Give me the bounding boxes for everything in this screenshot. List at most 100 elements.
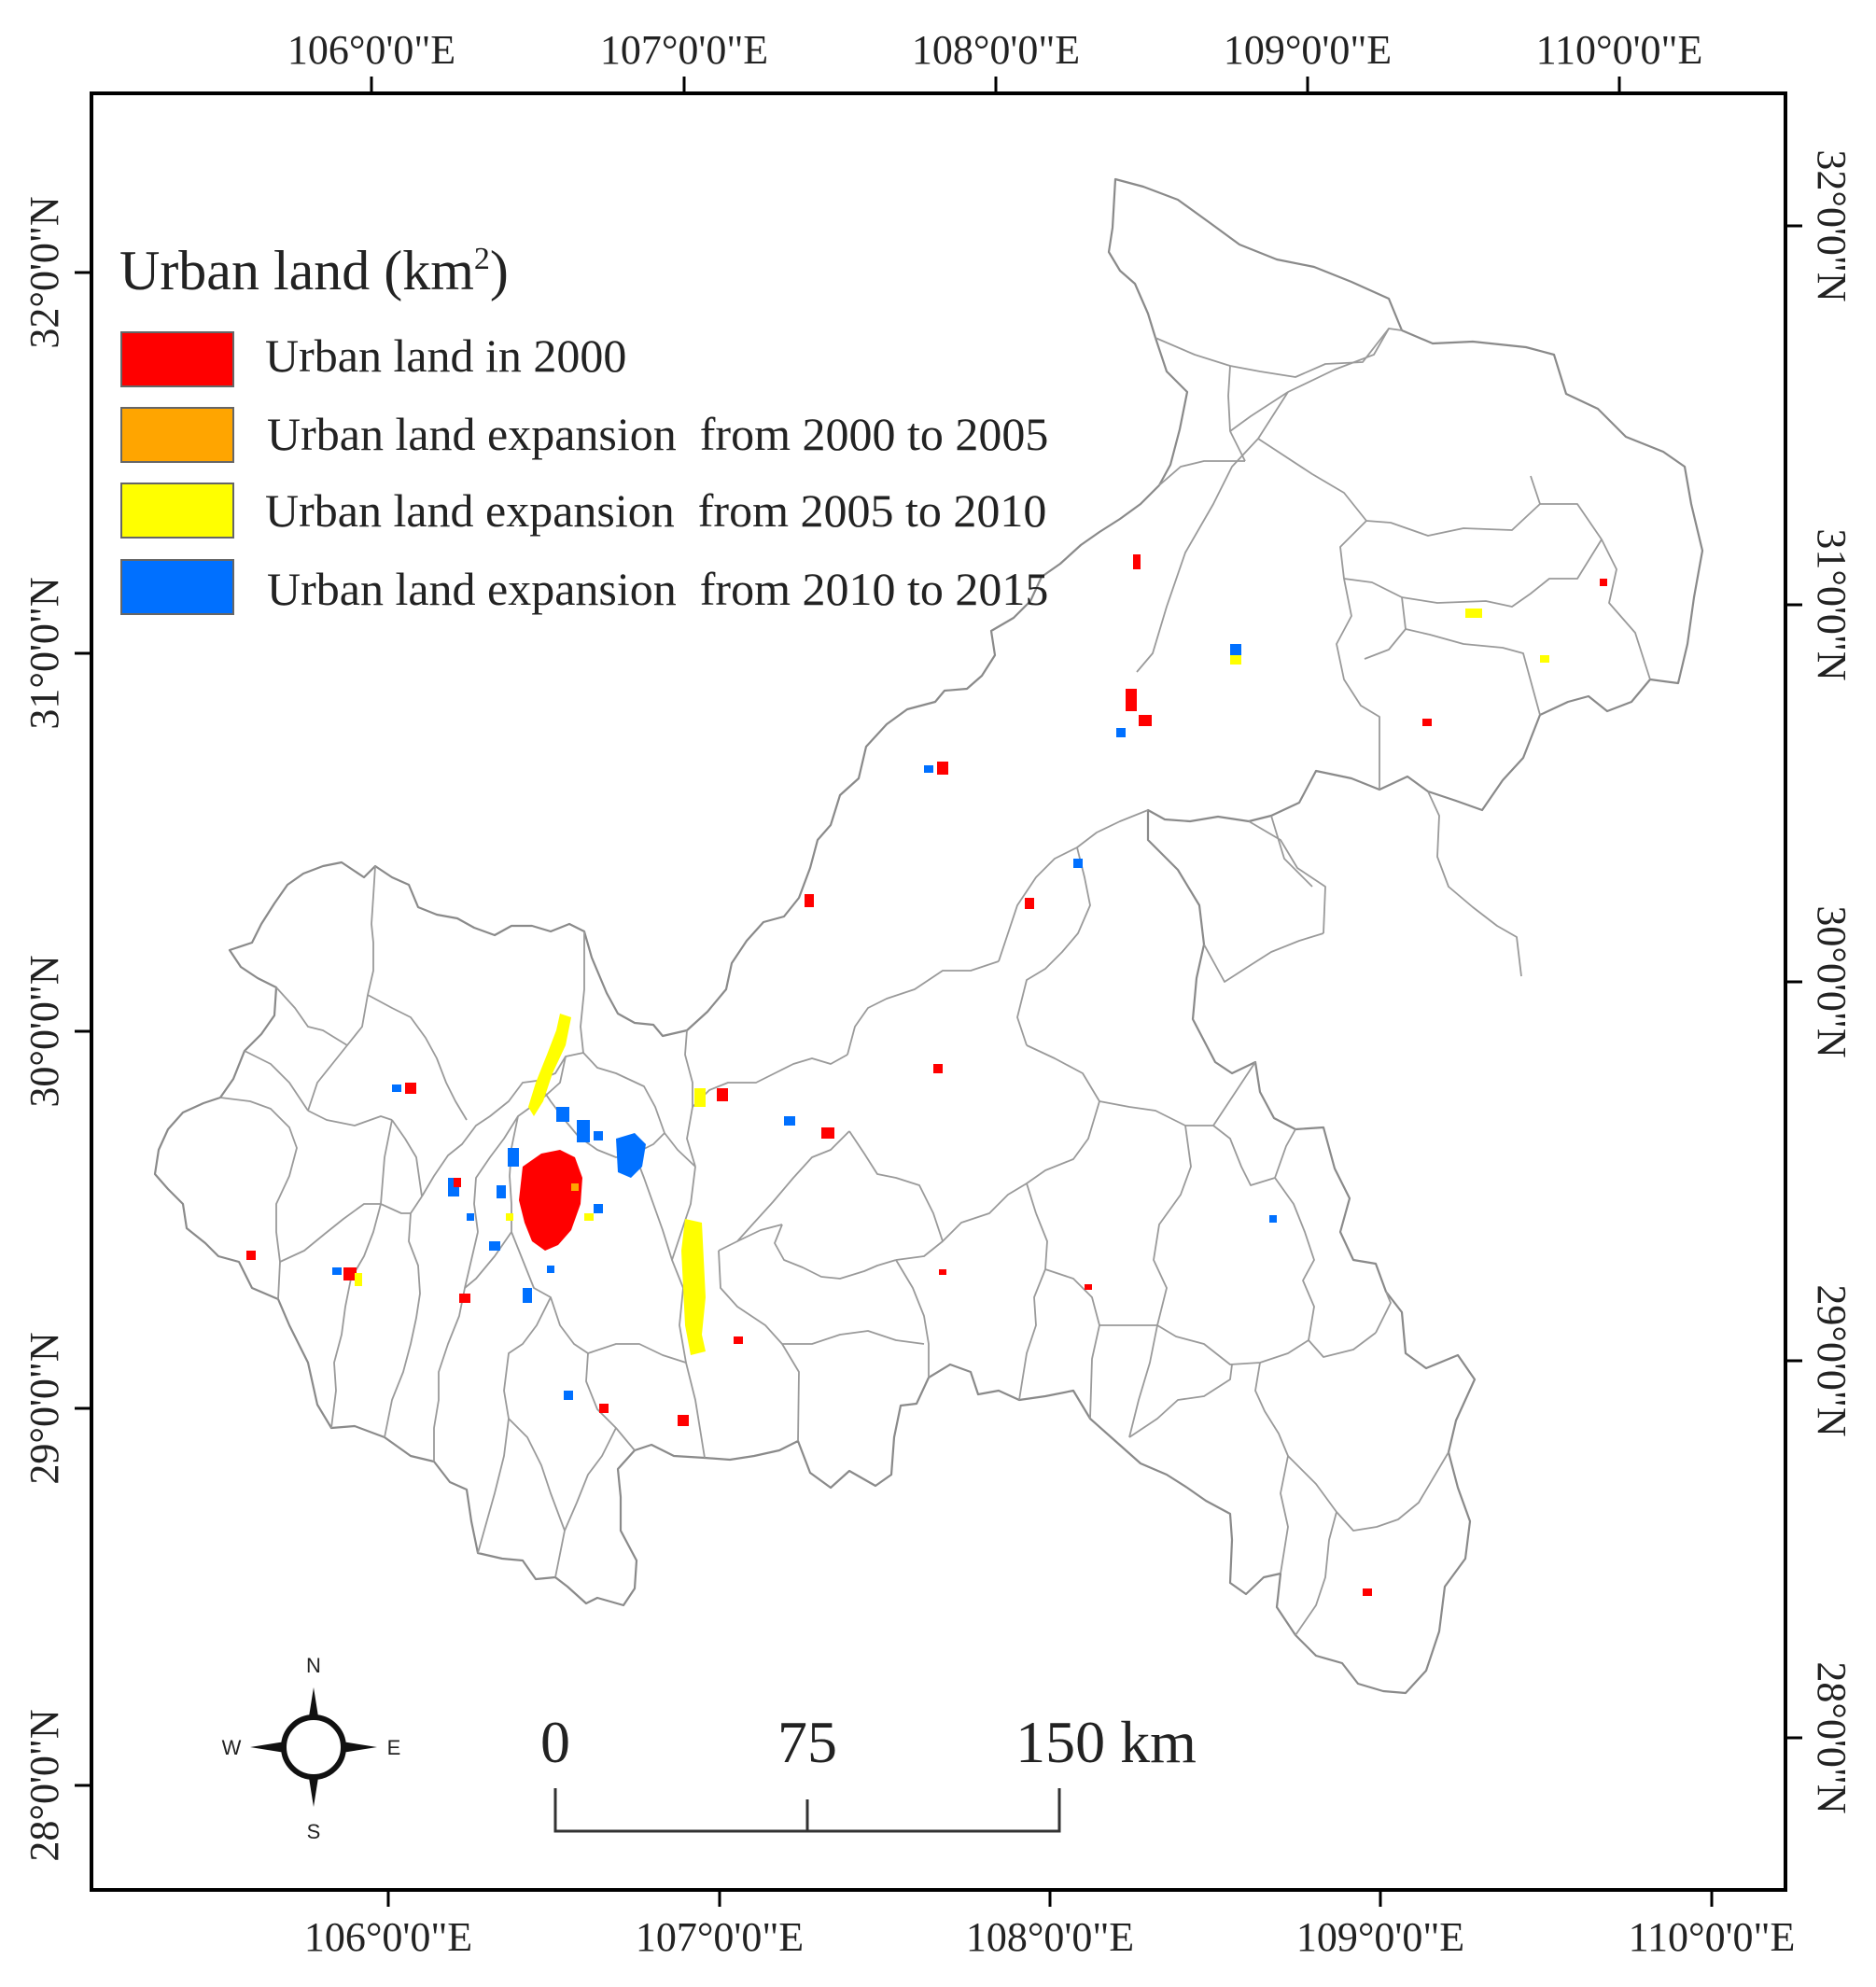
bottom-tick-label: 108°0'0"E: [966, 1914, 1134, 1960]
compass-south-label: S: [307, 1820, 321, 1843]
top-graticule-ticks: [370, 77, 1621, 93]
urban-patch-2000: [939, 1269, 946, 1275]
urban-patch-2010-2015: [594, 1131, 603, 1140]
urban-patch-2010-2015: [489, 1241, 500, 1251]
urban-patch-2000: [717, 1088, 728, 1101]
legend-label: Urban land expansion from 2000 to 2005: [267, 408, 1048, 460]
urban-patch-2010-2015: [547, 1266, 554, 1273]
left-tick-label: 32°0'0"N: [21, 196, 67, 348]
compass-north-label: N: [306, 1654, 321, 1677]
bottom-tick-label: 109°0'0"E: [1296, 1914, 1464, 1960]
bottom-tick-label: 107°0'0"E: [636, 1914, 804, 1960]
right-graticule-ticks: [1785, 224, 1802, 1740]
left-graticule-ticks: [75, 271, 91, 1787]
urban-patch-2000: [933, 1064, 943, 1073]
urban-patch-2010-2015: [924, 765, 933, 773]
bottom-tick-label: 110°0'0"E: [1629, 1914, 1796, 1960]
top-tick-label: 109°0'0"E: [1224, 27, 1392, 73]
legend-swatch-2000: [120, 331, 234, 387]
urban-patch-2000: [1363, 1588, 1372, 1596]
left-tick-label: 30°0'0"N: [21, 955, 67, 1107]
right-tick-label: 30°0'0"N: [1809, 905, 1855, 1057]
urban-patch-2000: [1085, 1284, 1092, 1290]
urban-patch-2010-2015: [784, 1116, 795, 1126]
top-tick-label: 107°0'0"E: [600, 27, 768, 73]
urban-patch-2005-2010: [1465, 609, 1482, 618]
urban-patch-2005-2010: [1540, 655, 1549, 663]
urban-patch-2000: [1139, 715, 1152, 726]
north-arrow: N S W E: [222, 1654, 401, 1843]
urban-patch-2010-2015: [1073, 859, 1083, 868]
urban-patch-2000: [821, 1127, 834, 1139]
urban-patch-2005-2010: [681, 1219, 706, 1355]
urban-patch-2010-2015: [616, 1133, 646, 1178]
urban-patch-2000: [805, 894, 814, 907]
urban-patch-2000: [734, 1336, 743, 1344]
urban-patch-2010-2015: [467, 1213, 474, 1221]
urban-patch-2000: [1600, 579, 1607, 586]
right-tick-label: 31°0'0"N: [1809, 528, 1855, 680]
urban-patch-2010-2015: [594, 1204, 603, 1213]
urban-patch-2000: [1133, 554, 1141, 569]
urban-patch-2010-2015: [523, 1288, 532, 1303]
compass-west-label: W: [222, 1736, 242, 1759]
urban-patch-2000: [343, 1267, 357, 1280]
scale-label-0: 0: [540, 1709, 570, 1775]
compass-ring-icon: [281, 1714, 346, 1780]
left-tick-label: 31°0'0"N: [21, 577, 67, 729]
urban-patch-2000: [459, 1294, 470, 1303]
urban-patch-2010-2015: [392, 1084, 401, 1092]
urban-patch-2000: [1126, 689, 1137, 711]
scale-bar: 0 75 150 km: [540, 1709, 1197, 1833]
scale-label-150: 150 km: [1015, 1709, 1197, 1775]
urban-patch-2005-2010: [584, 1213, 594, 1221]
top-tick-label: 106°0'0"E: [287, 27, 455, 73]
urban-patch-2010-2015: [564, 1391, 573, 1400]
urban-patch-2000: [246, 1251, 256, 1260]
urban-patch-2005-2010: [355, 1273, 362, 1286]
top-tick-label: 110°0'0"E: [1536, 27, 1703, 73]
urban-patch-2005-2010: [694, 1088, 706, 1107]
urban-patch-2000: [937, 762, 948, 775]
legend-label: Urban land in 2000: [265, 329, 626, 382]
urban-patch-2000: [678, 1415, 689, 1426]
legend-title: Urban land (km2): [119, 240, 509, 301]
urban-patch-2005-2010: [506, 1213, 513, 1221]
urban-patch-2005-2010: [1230, 655, 1241, 665]
urban-patches: [246, 554, 1607, 1596]
legend: Urban land (km2) Urban land in 2000 Urba…: [119, 240, 1048, 615]
urban-patch-2000: [1025, 898, 1034, 909]
urban-patch-2010-2015: [1116, 728, 1126, 737]
legend-swatch-2010-2015: [120, 559, 234, 615]
legend-label: Urban land expansion from 2005 to 2010: [265, 484, 1046, 537]
urban-patch-2000: [454, 1178, 461, 1187]
bottom-graticule-ticks: [386, 1890, 1714, 1907]
compass-east-label: E: [387, 1736, 401, 1759]
urban-patch-2010-2015: [1230, 644, 1241, 655]
urban-patch-2010-2015: [577, 1120, 590, 1142]
urban-patch-2010-2015: [332, 1267, 342, 1275]
urban-patch-2000: [519, 1150, 582, 1251]
urban-patch-2000: [599, 1404, 609, 1413]
urban-patch-2010-2015: [508, 1148, 519, 1167]
legend-label: Urban land expansion from 2010 to 2015: [267, 563, 1048, 615]
top-tick-label: 108°0'0"E: [912, 27, 1080, 73]
county-borders: [219, 328, 1651, 1636]
urban-patch-2010-2015: [497, 1185, 506, 1198]
left-tick-label: 28°0'0"N: [21, 1709, 67, 1861]
left-tick-label: 29°0'0"N: [21, 1332, 67, 1484]
legend-swatch-2005-2010: [120, 483, 234, 539]
right-tick-label: 29°0'0"N: [1809, 1284, 1855, 1436]
legend-swatch-2000-2005: [120, 407, 234, 463]
urban-patch-2005-2010: [528, 1014, 571, 1116]
urban-patch-2010-2015: [556, 1107, 569, 1122]
urban-patch-2000: [1422, 719, 1432, 726]
urban-patch-2010-2015: [1269, 1215, 1277, 1223]
right-tick-label: 32°0'0"N: [1809, 149, 1855, 301]
urban-patch-2000-2005: [571, 1183, 579, 1191]
urban-patch-2000: [405, 1083, 416, 1094]
right-tick-label: 28°0'0"N: [1809, 1661, 1855, 1813]
scale-label-75: 75: [777, 1709, 837, 1775]
bottom-tick-label: 106°0'0"E: [304, 1914, 472, 1960]
